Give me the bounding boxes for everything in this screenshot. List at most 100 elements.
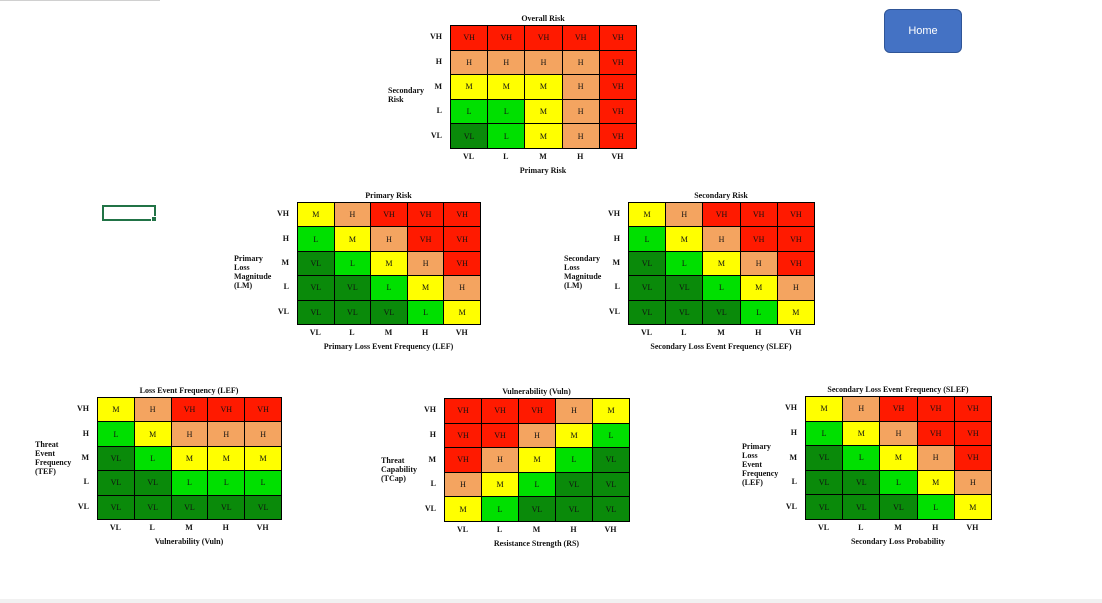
home-button[interactable]: Home: [884, 9, 962, 53]
matrix-cell[interactable]: VL: [629, 276, 667, 301]
matrix-cell[interactable]: VH: [482, 423, 519, 449]
matrix-cell[interactable]: VH: [880, 397, 918, 422]
matrix-cell[interactable]: VH: [954, 421, 992, 447]
matrix-cell[interactable]: M: [525, 99, 563, 125]
matrix-cell[interactable]: VH: [371, 203, 408, 228]
matrix-cell[interactable]: L: [482, 497, 519, 522]
matrix-cell[interactable]: VL: [806, 495, 844, 520]
matrix-cell[interactable]: L: [703, 276, 741, 301]
matrix-cell[interactable]: VL: [334, 276, 372, 301]
selected-cell[interactable]: [102, 205, 157, 222]
matrix-cell[interactable]: L: [917, 495, 955, 520]
matrix-cell[interactable]: VH: [599, 75, 637, 100]
matrix-cell[interactable]: H: [451, 50, 489, 76]
matrix-cell[interactable]: VL: [556, 472, 593, 498]
matrix-cell[interactable]: L: [488, 99, 526, 125]
matrix-cell[interactable]: H: [562, 50, 600, 76]
matrix-cell[interactable]: VL: [843, 495, 881, 520]
matrix-cell[interactable]: M: [525, 124, 563, 149]
matrix-cell[interactable]: VH: [917, 397, 955, 422]
matrix-cell[interactable]: M: [444, 300, 481, 325]
matrix-cell[interactable]: VL: [593, 448, 630, 473]
matrix-cell[interactable]: VH: [777, 203, 815, 228]
matrix-cell[interactable]: VH: [599, 26, 637, 51]
matrix-cell[interactable]: VH: [562, 26, 600, 51]
matrix-cell[interactable]: L: [134, 446, 172, 472]
matrix-cell[interactable]: M: [298, 203, 335, 228]
matrix-cell[interactable]: H: [556, 399, 593, 424]
matrix-cell[interactable]: H: [134, 398, 172, 423]
matrix-cell[interactable]: M: [482, 472, 519, 498]
matrix-cell[interactable]: VH: [954, 397, 992, 422]
matrix-cell[interactable]: VL: [880, 495, 918, 520]
matrix-cell[interactable]: H: [562, 124, 600, 149]
matrix-cell[interactable]: VL: [556, 497, 593, 522]
matrix-cell[interactable]: M: [208, 446, 246, 472]
matrix-cell[interactable]: VL: [519, 497, 556, 522]
matrix-cell[interactable]: VL: [98, 471, 135, 496]
matrix-cell[interactable]: L: [629, 227, 667, 252]
matrix-cell[interactable]: VL: [134, 471, 172, 496]
matrix-cell[interactable]: L: [519, 472, 556, 498]
matrix-cell[interactable]: VL: [666, 300, 704, 325]
matrix-cell[interactable]: M: [629, 203, 667, 228]
matrix-cell[interactable]: VH: [599, 50, 637, 76]
matrix-cell[interactable]: H: [482, 448, 519, 473]
matrix-cell[interactable]: H: [525, 50, 563, 76]
matrix-cell[interactable]: VH: [777, 227, 815, 252]
matrix-cell[interactable]: H: [740, 251, 778, 277]
matrix-cell[interactable]: M: [171, 446, 209, 472]
matrix-cell[interactable]: VH: [525, 26, 563, 51]
matrix-cell[interactable]: L: [98, 422, 135, 447]
matrix-cell[interactable]: VL: [666, 276, 704, 301]
matrix-cell[interactable]: L: [407, 300, 445, 325]
matrix-cell[interactable]: VH: [407, 203, 445, 228]
matrix-cell[interactable]: VH: [703, 203, 741, 228]
matrix-cell[interactable]: M: [954, 495, 992, 520]
matrix-cell[interactable]: H: [488, 50, 526, 76]
matrix-cell[interactable]: H: [954, 470, 992, 496]
matrix-cell[interactable]: VL: [298, 251, 335, 277]
matrix-cell[interactable]: M: [703, 251, 741, 277]
matrix-cell[interactable]: VH: [444, 227, 481, 252]
matrix-cell[interactable]: L: [740, 300, 778, 325]
matrix-cell[interactable]: M: [245, 446, 282, 472]
matrix-cell[interactable]: VH: [599, 124, 637, 149]
matrix-cell[interactable]: H: [917, 446, 955, 471]
matrix-cell[interactable]: VH: [599, 99, 637, 125]
matrix-cell[interactable]: H: [777, 276, 815, 301]
matrix-cell[interactable]: VL: [208, 495, 246, 520]
matrix-cell[interactable]: H: [703, 227, 741, 252]
fill-handle[interactable]: [151, 216, 157, 222]
matrix-cell[interactable]: VL: [371, 300, 408, 325]
matrix-cell[interactable]: H: [562, 99, 600, 125]
matrix-cell[interactable]: VH: [445, 448, 482, 473]
matrix-cell[interactable]: VH: [407, 227, 445, 252]
matrix-cell[interactable]: VH: [488, 26, 526, 51]
matrix-cell[interactable]: VL: [334, 300, 372, 325]
matrix-cell[interactable]: L: [843, 446, 881, 471]
matrix-cell[interactable]: M: [407, 276, 445, 301]
matrix-cell[interactable]: M: [134, 422, 172, 447]
matrix-cell[interactable]: VL: [298, 276, 335, 301]
matrix-cell[interactable]: H: [444, 276, 481, 301]
matrix-cell[interactable]: L: [371, 276, 408, 301]
matrix-cell[interactable]: VH: [917, 421, 955, 447]
matrix-cell[interactable]: L: [593, 423, 630, 449]
matrix-cell[interactable]: H: [334, 203, 372, 228]
matrix-cell[interactable]: VH: [245, 398, 282, 423]
matrix-cell[interactable]: VL: [171, 495, 209, 520]
matrix-cell[interactable]: H: [445, 472, 482, 498]
matrix-cell[interactable]: H: [519, 423, 556, 449]
matrix-cell[interactable]: VL: [843, 470, 881, 496]
matrix-cell[interactable]: H: [208, 422, 246, 447]
matrix-cell[interactable]: M: [525, 75, 563, 100]
matrix-cell[interactable]: H: [880, 421, 918, 447]
matrix-cell[interactable]: L: [334, 251, 372, 277]
matrix-cell[interactable]: VL: [134, 495, 172, 520]
matrix-cell[interactable]: VL: [98, 495, 135, 520]
matrix-cell[interactable]: H: [562, 75, 600, 100]
matrix-cell[interactable]: H: [371, 227, 408, 252]
matrix-cell[interactable]: M: [334, 227, 372, 252]
matrix-cell[interactable]: VH: [445, 399, 482, 424]
